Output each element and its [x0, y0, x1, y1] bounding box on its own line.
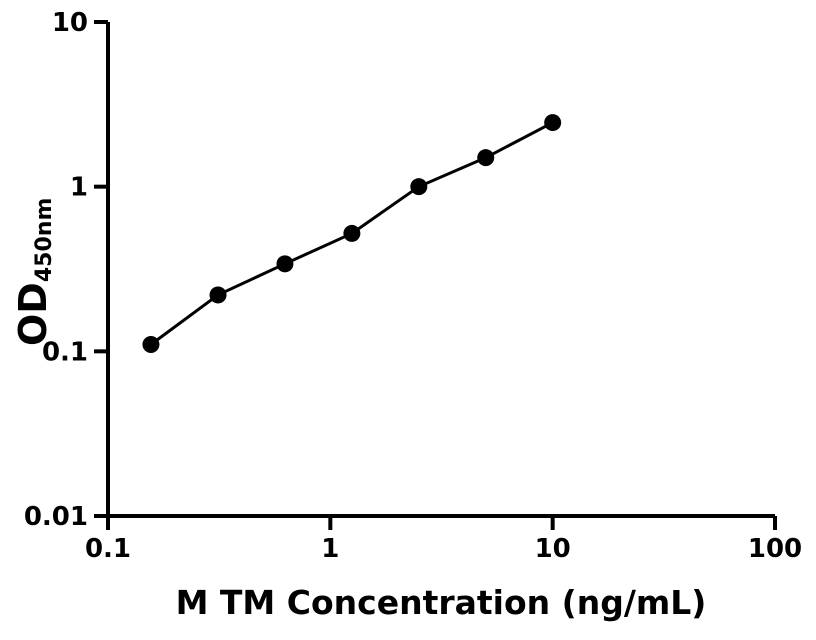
data-point — [477, 149, 495, 167]
data-series — [142, 114, 562, 354]
y-axis-title-subscript: 450nm — [32, 198, 57, 283]
y-tick-label: 0.1 — [42, 337, 88, 367]
x-tick-label: 0.1 — [85, 534, 131, 564]
axes-spine — [106, 22, 775, 518]
x-axis-title: M TM Concentration (ng/mL) — [176, 583, 707, 622]
y-tick-label: 1 — [70, 173, 88, 203]
x-tick-label: 1 — [321, 534, 339, 564]
data-point — [544, 114, 562, 132]
x-tick-label: 10 — [535, 534, 571, 564]
data-point — [209, 286, 227, 304]
y-tick-label: 10 — [52, 8, 88, 38]
data-point — [343, 224, 361, 242]
x-tick-label: 100 — [748, 534, 802, 564]
axes — [106, 22, 775, 518]
data-point — [142, 336, 160, 354]
axis-ticks — [94, 20, 777, 530]
data-point — [276, 255, 294, 273]
y-axis-title-main: OD — [11, 282, 55, 346]
data-point — [410, 178, 428, 196]
y-tick-label: 0.01 — [24, 502, 88, 532]
y-axis-title: OD450nm — [11, 198, 57, 346]
